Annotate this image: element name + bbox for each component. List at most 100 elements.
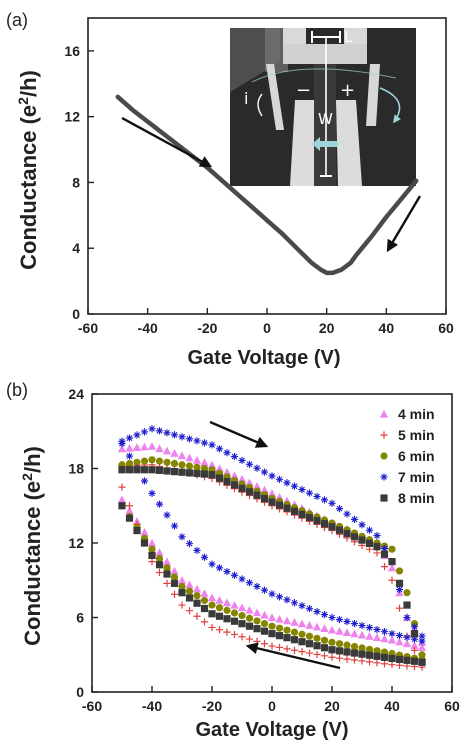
data-point bbox=[170, 579, 179, 587]
data-point bbox=[328, 613, 336, 622]
sweep-arrow-down bbox=[121, 116, 213, 168]
data-point bbox=[335, 640, 344, 648]
panel-a-ytick-label: 8 bbox=[72, 174, 80, 190]
data-point bbox=[117, 444, 127, 453]
data-point bbox=[117, 495, 127, 504]
inset-texture bbox=[230, 28, 288, 72]
data-point bbox=[358, 650, 366, 658]
data-point bbox=[305, 632, 314, 640]
data-point bbox=[185, 453, 194, 462]
data-point bbox=[133, 458, 141, 466]
data-point bbox=[305, 649, 314, 657]
data-point bbox=[268, 472, 276, 480]
inset-label-plus: + bbox=[340, 80, 355, 101]
data-point bbox=[388, 654, 396, 663]
legend-marker bbox=[380, 452, 388, 460]
data-point bbox=[320, 520, 329, 528]
data-point bbox=[373, 647, 381, 655]
data-point bbox=[140, 528, 149, 536]
panel-b-xtick-label: -20 bbox=[202, 698, 222, 714]
panel-a-ytick-label: 4 bbox=[72, 240, 80, 256]
data-point bbox=[125, 506, 134, 515]
data-point bbox=[358, 521, 366, 529]
data-point bbox=[230, 600, 239, 609]
data-point bbox=[267, 613, 277, 622]
data-point bbox=[268, 590, 276, 598]
data-point bbox=[252, 482, 262, 490]
series-7-min bbox=[118, 425, 426, 645]
data-point bbox=[208, 623, 216, 632]
data-point bbox=[207, 460, 217, 469]
data-point bbox=[418, 658, 426, 666]
data-point bbox=[230, 471, 239, 480]
panel-b-legend: 4 min 5 min 6 min 7 min 8 min bbox=[379, 406, 435, 506]
data-point bbox=[193, 546, 201, 555]
data-point bbox=[328, 499, 336, 507]
panel-b-xtick-label: 60 bbox=[444, 698, 460, 714]
data-point bbox=[320, 624, 329, 632]
data-point bbox=[297, 619, 307, 628]
data-point bbox=[162, 446, 172, 455]
data-point bbox=[343, 510, 351, 518]
data-point bbox=[163, 570, 171, 578]
data-point bbox=[193, 437, 201, 445]
data-point bbox=[177, 576, 187, 584]
data-point bbox=[140, 539, 149, 547]
data-point bbox=[245, 622, 254, 630]
data-point bbox=[140, 466, 149, 474]
data-point bbox=[365, 623, 374, 632]
data-point bbox=[193, 592, 201, 600]
panel-a-xtick-label: 60 bbox=[438, 320, 454, 336]
data-point bbox=[125, 459, 134, 468]
panel-a-label: (a) bbox=[6, 10, 28, 30]
data-point bbox=[283, 504, 291, 512]
data-point bbox=[395, 631, 404, 640]
data-point bbox=[147, 538, 157, 547]
data-point bbox=[373, 543, 381, 551]
data-point bbox=[268, 642, 276, 650]
loop-arrow-forward bbox=[209, 420, 269, 448]
loop-arrow-backward bbox=[245, 642, 341, 670]
data-point bbox=[313, 492, 321, 501]
data-point bbox=[185, 580, 194, 589]
data-point bbox=[178, 533, 186, 541]
data-point bbox=[223, 567, 231, 576]
panel-b-ticks bbox=[91, 393, 453, 693]
data-point bbox=[380, 634, 389, 643]
data-point bbox=[125, 434, 134, 442]
data-point bbox=[260, 627, 269, 635]
panel-b-ytick-label: 0 bbox=[76, 684, 84, 700]
data-point bbox=[283, 626, 291, 634]
data-point bbox=[365, 539, 374, 548]
data-point bbox=[215, 612, 224, 620]
data-point bbox=[358, 657, 366, 665]
panel-a-xtick-label: -60 bbox=[78, 320, 98, 336]
data-point bbox=[140, 428, 149, 436]
data-point bbox=[305, 489, 314, 497]
data-point bbox=[418, 632, 426, 640]
data-point bbox=[290, 628, 299, 636]
data-point bbox=[380, 562, 389, 571]
data-point bbox=[343, 655, 351, 663]
data-point bbox=[395, 579, 404, 587]
data-point bbox=[283, 634, 291, 642]
data-point bbox=[155, 457, 164, 465]
data-point bbox=[155, 568, 164, 577]
data-point bbox=[253, 491, 261, 499]
data-point bbox=[313, 517, 321, 525]
data-point bbox=[133, 431, 141, 439]
data-point bbox=[215, 474, 224, 482]
data-point bbox=[245, 478, 254, 487]
legend-label: 4 min bbox=[398, 406, 435, 422]
data-point bbox=[343, 648, 351, 656]
data-point bbox=[320, 644, 329, 652]
data-point bbox=[365, 645, 374, 653]
data-point bbox=[223, 615, 231, 623]
panel-a-xtick-label: 0 bbox=[263, 320, 271, 336]
data-point bbox=[260, 495, 269, 503]
data-point bbox=[343, 529, 351, 538]
data-point bbox=[275, 614, 284, 623]
data-point bbox=[395, 604, 404, 612]
data-point bbox=[417, 643, 427, 651]
